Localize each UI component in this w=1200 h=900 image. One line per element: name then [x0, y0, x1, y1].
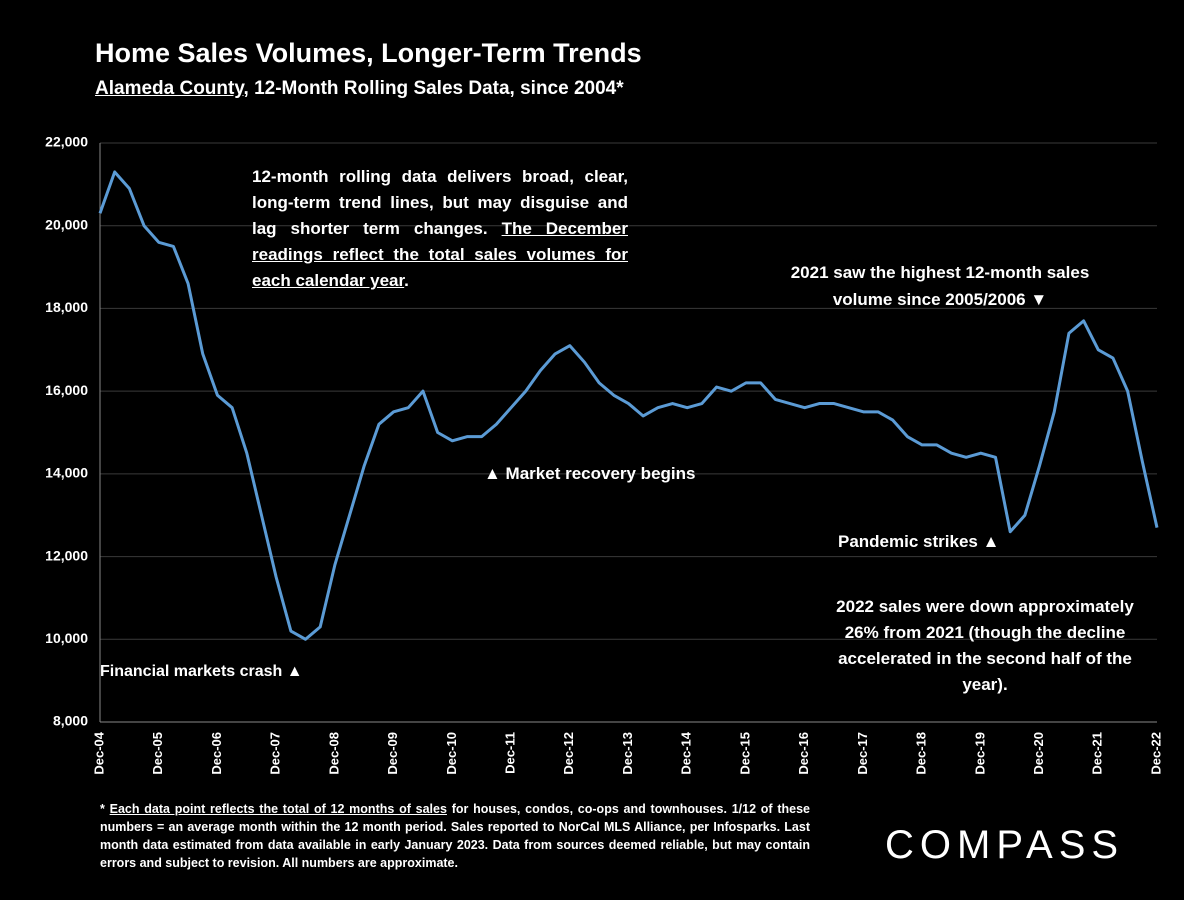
note-end: . [404, 271, 409, 290]
annotation: 2021 saw the highest 12-month sales volu… [790, 263, 1090, 309]
y-tick-label: 20,000 [45, 216, 88, 232]
y-tick-label: 12,000 [45, 547, 88, 563]
chart-subtitle: Alameda County, 12-Month Rolling Sales D… [95, 78, 624, 100]
x-tick-label: Dec-15 [737, 732, 752, 775]
subtitle-rest: , 12-Month Rolling Sales Data, since 200… [243, 78, 624, 99]
x-tick-label: Dec-07 [268, 732, 283, 775]
y-tick-label: 14,000 [45, 465, 88, 481]
annotation: Pandemic strikes ▲ [838, 532, 1000, 551]
subtitle-place: Alameda County [95, 78, 244, 99]
annotation: 2022 sales were down approximately 26% f… [836, 597, 1134, 694]
footnote-underlined: Each data point reflects the total of 12… [109, 802, 447, 816]
x-tick-label: Dec-16 [796, 732, 811, 775]
line-series [98, 170, 1159, 641]
x-tick-label: Dec-17 [855, 732, 870, 775]
x-tick-label: Dec-13 [620, 732, 635, 775]
y-tick-label: 16,000 [45, 382, 88, 398]
x-tick-label: Dec-18 [914, 732, 929, 775]
note-underlined: The December readings reflect the total … [252, 219, 628, 290]
x-tick-label: Dec-14 [679, 731, 694, 774]
note-text: 12-month rolling data delivers broad, cl… [252, 167, 628, 238]
footnote-star: * [100, 802, 110, 816]
note: 12-month rolling data delivers broad, cl… [252, 164, 628, 294]
x-tick-label: Dec-05 [150, 732, 165, 775]
y-tick-label: 10,000 [45, 630, 88, 646]
x-tick-label: Dec-22 [1148, 732, 1163, 775]
annotation: Financial markets crash ▲ [100, 663, 303, 680]
chart-title: Home Sales Volumes, Longer-Term Trends [95, 38, 642, 68]
y-tick-label: 18,000 [45, 299, 88, 315]
x-tick-label: Dec-21 [1090, 732, 1105, 775]
y-tick-label: 8,000 [53, 713, 88, 729]
x-tick-label: Dec-10 [444, 732, 459, 775]
x-tick-label: Dec-11 [502, 732, 517, 774]
x-tick-label: Dec-08 [326, 732, 341, 775]
y-tick-label: 22,000 [45, 134, 88, 150]
x-tick-label: Dec-20 [1031, 732, 1046, 775]
logo: COMPASS [885, 823, 1125, 867]
x-tick-label: Dec-09 [385, 732, 400, 775]
footnote-text: for houses, condos, co-ops and townhouse… [100, 802, 811, 870]
annotation: ▲ Market recovery begins [484, 464, 696, 483]
x-tick-label: Dec-06 [209, 732, 224, 775]
x-tick-label: Dec-19 [972, 732, 987, 775]
x-tick-label: Dec-12 [561, 732, 576, 775]
x-tick-label: Dec-04 [91, 731, 106, 774]
footnote: * Each data point reflects the total of … [100, 800, 810, 872]
